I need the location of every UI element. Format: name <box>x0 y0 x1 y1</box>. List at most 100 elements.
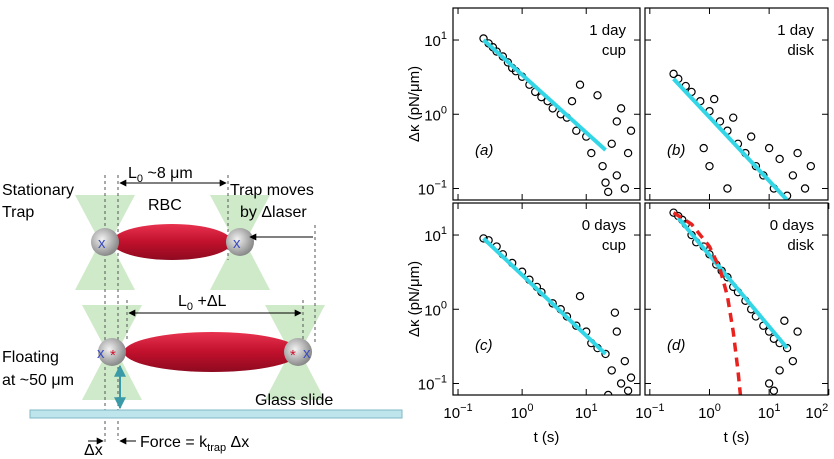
condition: 1 day <box>589 22 626 39</box>
condition: 0 days <box>770 217 814 234</box>
tick-exp: 1 <box>441 30 447 42</box>
svg-text:x: x <box>233 235 241 252</box>
point <box>730 114 737 121</box>
tick-exp: −1 <box>460 402 473 414</box>
points <box>480 235 635 399</box>
point <box>794 328 801 335</box>
y-axis-label: Δκ (pN/μm) <box>406 261 423 337</box>
y-tick-label: 10−1 <box>418 374 447 394</box>
rbc <box>112 224 232 260</box>
panel: 10−110010110−1100101(c)0 dayscupΔκ (pN/μ… <box>406 203 640 446</box>
label: Floating <box>2 349 59 366</box>
y-tick-label: 100 <box>424 299 447 319</box>
point <box>576 293 583 300</box>
tick-base: 10 <box>698 405 715 422</box>
label: Stationary <box>2 182 74 199</box>
point <box>576 81 583 88</box>
condition: disk <box>787 42 814 59</box>
point <box>568 98 575 105</box>
tick-exp: 1 <box>774 402 780 414</box>
y-tick-label: 100 <box>424 104 447 124</box>
point <box>602 179 609 186</box>
tick-exp: 0 <box>441 104 447 116</box>
panel-label: (b) <box>667 142 685 159</box>
tick-base: 10 <box>575 405 592 422</box>
force-label: Force = ktrap Δx <box>140 434 249 454</box>
label: at ~50 μm <box>2 372 74 389</box>
condition: 0 days <box>582 217 626 234</box>
fit-line <box>674 213 741 395</box>
points <box>670 209 801 395</box>
point <box>711 96 718 103</box>
tick-exp: 0 <box>715 402 721 414</box>
point <box>625 149 632 156</box>
x-tick-label: 102 <box>805 402 828 422</box>
y-axis-label: Δκ (pN/μm) <box>406 66 423 142</box>
tick-base: 10 <box>418 182 435 199</box>
x-tick-label: 101 <box>575 402 598 422</box>
x-axis-label: t (s) <box>534 429 560 446</box>
point <box>588 149 595 156</box>
tick-base: 10 <box>758 405 775 422</box>
point <box>706 163 713 170</box>
x-axis-label: t (s) <box>724 429 750 446</box>
point <box>770 387 777 394</box>
condition: cup <box>602 42 626 59</box>
panel-label: (c) <box>475 337 493 354</box>
spacing-label: L0 ~8 μm <box>128 165 193 185</box>
tick-exp: 0 <box>527 402 533 414</box>
point <box>613 118 620 125</box>
condition: cup <box>602 237 626 254</box>
point <box>748 133 755 140</box>
point <box>801 185 808 192</box>
panel-label: (a) <box>475 142 493 159</box>
point <box>621 185 628 192</box>
svg-text:x: x <box>303 345 311 362</box>
panel-label: (d) <box>667 337 685 354</box>
rbc <box>124 332 300 372</box>
label: Trap <box>2 204 34 221</box>
tick-base: 10 <box>418 377 435 394</box>
point <box>766 145 773 152</box>
svg-text:x: x <box>98 235 106 252</box>
point <box>608 367 615 374</box>
point <box>618 105 625 112</box>
point <box>613 172 620 179</box>
tick-exp: −1 <box>652 402 665 414</box>
point <box>627 374 634 381</box>
label: Trap moves <box>230 182 314 199</box>
tick-exp: 1 <box>592 402 598 414</box>
point <box>627 127 634 134</box>
condition: disk <box>787 237 814 254</box>
tick-exp: 2 <box>822 402 828 414</box>
point <box>794 149 801 156</box>
point <box>700 145 707 152</box>
x-tick-label: 100 <box>698 402 721 422</box>
tick-base: 10 <box>424 228 441 245</box>
svg-text:*: * <box>110 347 116 364</box>
y-tick-label: 101 <box>424 225 447 245</box>
glass-slide <box>30 410 402 418</box>
stretched-label: L0 +ΔL <box>178 293 227 313</box>
point <box>789 358 796 365</box>
point <box>724 185 731 192</box>
tick-exp: 1 <box>441 225 447 237</box>
tick-base: 10 <box>511 405 528 422</box>
tick-exp: 0 <box>441 299 447 311</box>
point <box>621 358 628 365</box>
point <box>618 380 625 387</box>
point <box>613 328 620 335</box>
tick-base: 10 <box>443 405 460 422</box>
label: Glass slide <box>255 392 333 409</box>
point <box>605 188 612 195</box>
tick-base: 10 <box>424 33 441 50</box>
tick-base: 10 <box>635 405 652 422</box>
point <box>599 163 606 170</box>
point <box>789 172 796 179</box>
tick-base: 10 <box>805 405 822 422</box>
x-tick-label: 100 <box>511 402 534 422</box>
label: RBC <box>148 197 182 214</box>
point <box>776 155 783 162</box>
